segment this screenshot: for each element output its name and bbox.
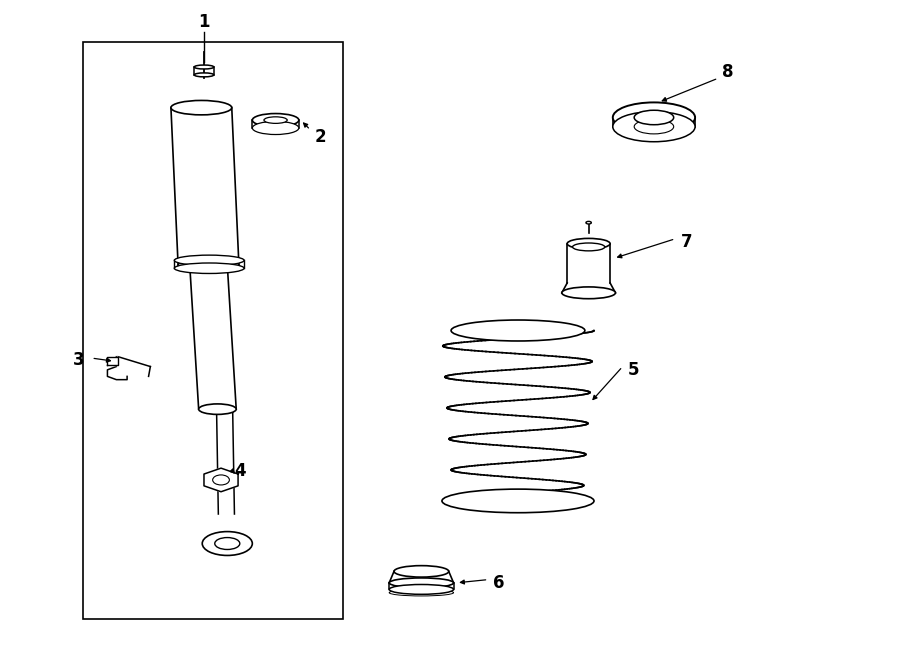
Text: 4: 4 xyxy=(234,463,246,481)
Ellipse shape xyxy=(175,255,244,266)
Polygon shape xyxy=(204,468,238,492)
Ellipse shape xyxy=(634,110,674,125)
Ellipse shape xyxy=(562,287,616,299)
Ellipse shape xyxy=(572,243,605,251)
Text: 7: 7 xyxy=(681,233,693,251)
Ellipse shape xyxy=(202,531,252,555)
Ellipse shape xyxy=(634,120,674,134)
Ellipse shape xyxy=(252,114,299,127)
Ellipse shape xyxy=(264,117,287,124)
Ellipse shape xyxy=(175,263,244,274)
Ellipse shape xyxy=(442,489,594,513)
Ellipse shape xyxy=(194,65,214,69)
Text: 1: 1 xyxy=(198,13,210,32)
Text: 5: 5 xyxy=(627,361,639,379)
Ellipse shape xyxy=(178,258,239,272)
Text: 8: 8 xyxy=(722,63,733,81)
Ellipse shape xyxy=(451,320,585,341)
Polygon shape xyxy=(107,357,118,366)
Ellipse shape xyxy=(586,221,591,224)
Ellipse shape xyxy=(252,122,299,135)
Ellipse shape xyxy=(567,239,610,249)
Ellipse shape xyxy=(394,566,449,577)
Ellipse shape xyxy=(171,100,232,115)
Ellipse shape xyxy=(199,404,236,414)
Ellipse shape xyxy=(389,584,454,594)
Ellipse shape xyxy=(613,102,695,133)
Ellipse shape xyxy=(215,537,239,549)
Text: 3: 3 xyxy=(73,351,85,369)
Ellipse shape xyxy=(613,112,695,141)
Ellipse shape xyxy=(194,73,214,77)
Text: 2: 2 xyxy=(314,128,326,146)
Ellipse shape xyxy=(389,578,454,588)
Text: 6: 6 xyxy=(493,574,505,592)
Bar xyxy=(84,42,343,619)
